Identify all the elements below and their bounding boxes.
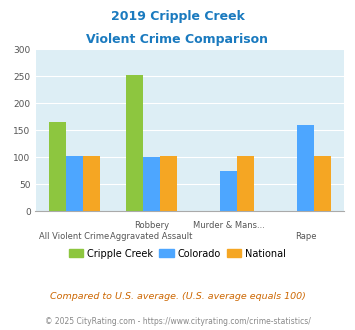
Bar bbox=[314, 156, 331, 211]
Text: Rape: Rape bbox=[295, 232, 317, 241]
Bar bbox=[220, 171, 237, 211]
Bar bbox=[160, 156, 177, 211]
Bar bbox=[66, 156, 83, 211]
Text: Compared to U.S. average. (U.S. average equals 100): Compared to U.S. average. (U.S. average … bbox=[50, 292, 305, 301]
Text: Murder & Mans...: Murder & Mans... bbox=[193, 221, 264, 230]
Text: All Violent Crime: All Violent Crime bbox=[39, 232, 109, 241]
Text: Robbery: Robbery bbox=[134, 221, 169, 230]
Text: © 2025 CityRating.com - https://www.cityrating.com/crime-statistics/: © 2025 CityRating.com - https://www.city… bbox=[45, 317, 310, 326]
Legend: Cripple Creek, Colorado, National: Cripple Creek, Colorado, National bbox=[65, 245, 290, 262]
Bar bbox=[143, 157, 160, 211]
Text: Violent Crime Comparison: Violent Crime Comparison bbox=[87, 33, 268, 46]
Bar bbox=[237, 156, 254, 211]
Text: 2019 Cripple Creek: 2019 Cripple Creek bbox=[110, 10, 245, 23]
Bar bbox=[126, 75, 143, 211]
Text: Aggravated Assault: Aggravated Assault bbox=[110, 232, 192, 241]
Bar bbox=[49, 122, 66, 211]
Bar bbox=[297, 125, 314, 211]
Bar bbox=[83, 156, 100, 211]
